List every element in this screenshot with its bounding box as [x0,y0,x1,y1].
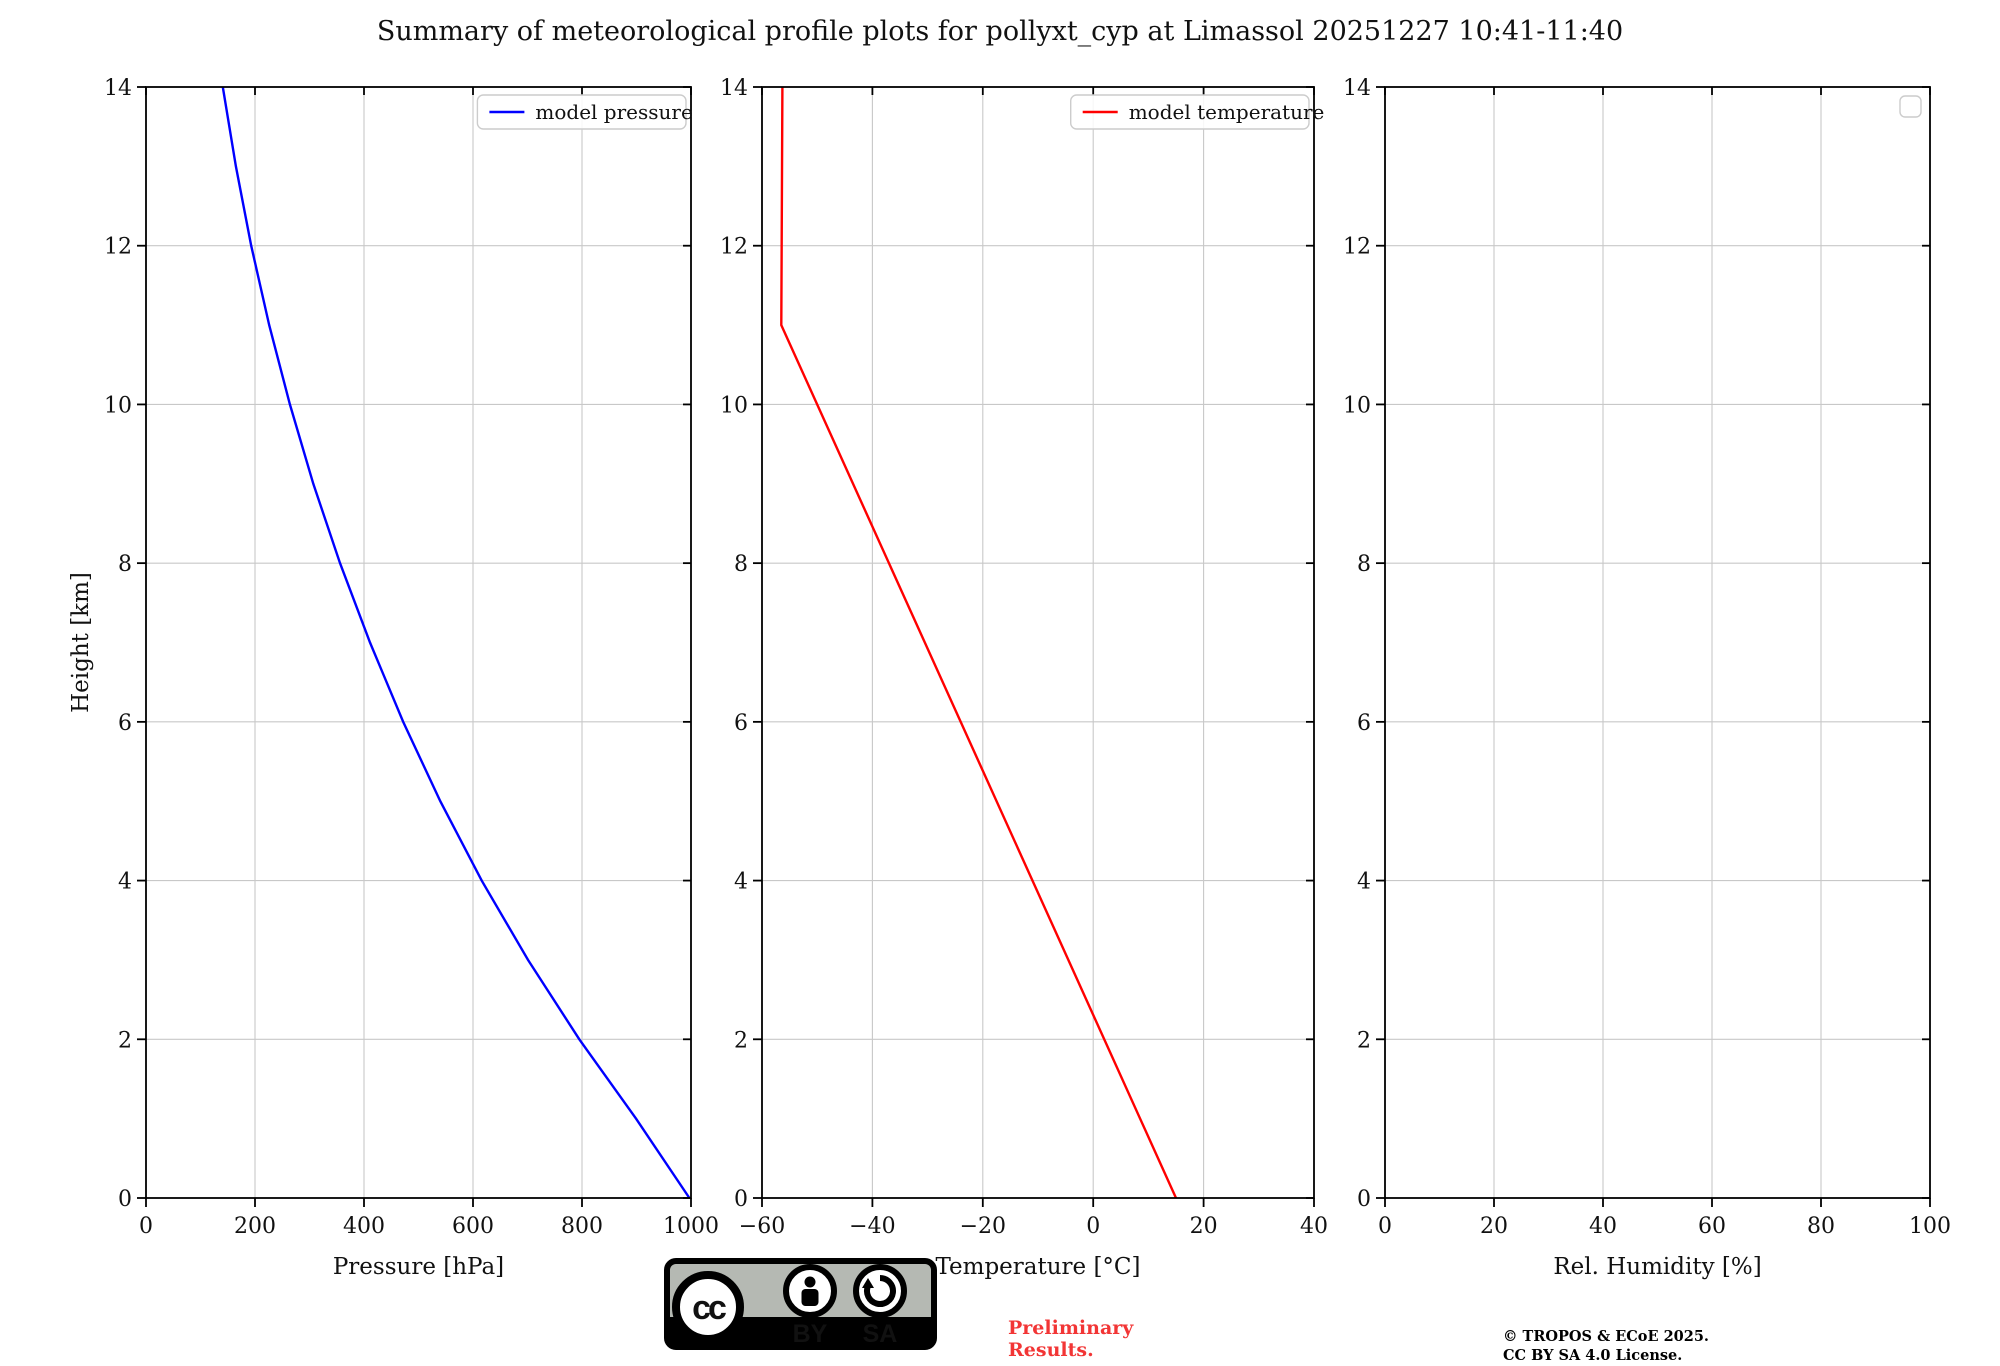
y-tick-label: 10 [104,393,132,418]
badge-by-label: BY [793,1320,828,1348]
copyright-line1: © TROPOS & ECoE 2025. [1503,1328,1709,1345]
y-tick-label: 2 [1357,1028,1371,1053]
y-tick-label: 10 [720,393,748,418]
y-tick-label: 4 [1357,870,1371,895]
x-tick-label: 80 [1807,1214,1835,1239]
x-tick-label: 40 [1589,1214,1617,1239]
legend-label: model temperature [1129,100,1325,124]
x-tick-label: 0 [139,1214,153,1239]
x-tick-label: 100 [1909,1214,1951,1239]
copyright-note: © TROPOS & ECoE 2025. CC BY SA 4.0 Licen… [1503,1328,1709,1366]
y-tick-label: 0 [118,1187,132,1212]
cc-icon: cc [672,1271,744,1343]
temperature-profile-chart: −60 −40 −20 0 20 40 0 2 4 6 8 10 12 14 Temperature [°C… [720,76,1328,1280]
y-tick-label: 12 [720,235,748,260]
series-line [221,86,691,1199]
series-line [780,86,1178,1199]
x-axis-label: Temperature [°C] [935,1254,1140,1280]
x-tick-label: 0 [1378,1214,1392,1239]
badge-border [664,1258,937,1350]
axes-spines [145,86,692,1199]
y-tick-label: 12 [1343,235,1371,260]
y-tick-label: 6 [734,711,748,736]
y-tick-label: 6 [1357,711,1371,736]
legend-box-empty [1899,95,1922,118]
x-tick-label: −20 [960,1214,1006,1239]
y-tick-label: 10 [1343,393,1371,418]
y-tick-label: 0 [734,1187,748,1212]
y-tick-label: 8 [1357,552,1371,577]
x-tick-label: 400 [343,1214,385,1239]
pressure-profile-chart: 0 200 400 600 800 1000 0 2 4 6 8 10 12 14 Pressure [hP… [68,76,719,1280]
preliminary-results-note: Preliminary Results. [1008,1317,1134,1362]
y-tick-label: 4 [118,870,132,895]
x-tick-label: 20 [1480,1214,1508,1239]
y-tick-label: 0 [1357,1187,1371,1212]
x-axis-label: Rel. Humidity [%] [1553,1254,1761,1280]
x-tick-label: 60 [1698,1214,1726,1239]
legend-label: model pressure [535,100,692,124]
badge-sa-label: SA [863,1320,898,1348]
cc-by-sa-badge: cc BY SA [664,1258,937,1350]
y-tick-label: 14 [1343,76,1371,101]
pressure-profile-panel: 0 200 400 600 800 1000 0 2 4 6 8 10 12 14 Pressure [hP… [68,76,719,1280]
y-tick-label: 2 [734,1028,748,1053]
legend [1899,95,1922,118]
x-tick-label: −40 [849,1214,895,1239]
y-tick-label: 14 [104,76,132,101]
preliminary-line2: Results. [1008,1338,1094,1361]
legend-box [1070,94,1310,130]
by-person-icon [783,1264,837,1318]
legend: model pressure [476,94,693,130]
legend: model temperature [1070,94,1325,130]
x-tick-label: 40 [1300,1214,1328,1239]
axes-spines [761,86,1315,1199]
temperature-profile-panel: −60 −40 −20 0 20 40 0 2 4 6 8 10 12 14 Temperature [°C… [720,76,1328,1280]
x-tick-label: 600 [452,1214,494,1239]
x-tick-label: 200 [234,1214,276,1239]
axes-spines [1384,86,1931,1199]
x-tick-label: −60 [739,1214,785,1239]
x-tick-label: 800 [561,1214,603,1239]
preliminary-line1: Preliminary [1008,1317,1134,1339]
y-tick-label: 8 [118,552,132,577]
y-tick-label: 4 [734,870,748,895]
x-tick-label: 20 [1190,1214,1218,1239]
svg-text:cc: cc [692,1289,726,1327]
y-tick-label: 2 [118,1028,132,1053]
legend-box [476,94,687,130]
x-tick-label: 1000 [663,1214,719,1239]
x-axis-label: Pressure [hPa] [333,1254,504,1280]
figure-title: Summary of meteorological profile plots … [376,16,1624,47]
y-tick-label: 6 [118,711,132,736]
y-tick-label: 12 [104,235,132,260]
humidity-profile-chart: 0 20 40 60 80 100 0 2 4 6 8 10 12 14 Rel. Humidity [%] [1343,76,1951,1280]
y-axis-label: Height [km] [68,572,94,713]
humidity-profile-panel: 0 20 40 60 80 100 0 2 4 6 8 10 12 14 Rel. Humidity [%] [1343,76,1951,1280]
copyright-line2: CC BY SA 4.0 License. [1503,1346,1683,1364]
y-tick-label: 8 [734,552,748,577]
sa-arrow-icon [853,1264,907,1318]
y-tick-label: 14 [720,76,748,101]
x-tick-label: 0 [1086,1214,1100,1239]
